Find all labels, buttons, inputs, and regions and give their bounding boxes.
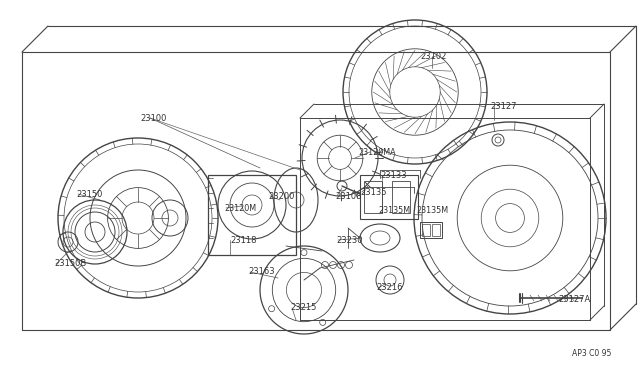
Text: 23127A: 23127A <box>558 295 590 305</box>
Text: 23150B: 23150B <box>54 260 86 269</box>
Text: AP3 C0 95: AP3 C0 95 <box>572 350 611 359</box>
Text: 23163: 23163 <box>248 267 275 276</box>
Bar <box>432 224 440 236</box>
Text: 23216: 23216 <box>376 283 403 292</box>
Bar <box>392 181 410 213</box>
Text: 23230: 23230 <box>336 235 362 244</box>
Text: 23150: 23150 <box>76 189 102 199</box>
Text: 23120MA: 23120MA <box>358 148 396 157</box>
Text: 23215: 23215 <box>290 304 316 312</box>
Text: 23135M: 23135M <box>416 205 448 215</box>
Text: 23108: 23108 <box>335 192 362 201</box>
Bar <box>364 181 382 213</box>
Text: 23127: 23127 <box>490 102 516 110</box>
Bar <box>420 222 442 238</box>
Bar <box>208 175 296 255</box>
Text: 23120M: 23120M <box>224 203 256 212</box>
Text: 23118: 23118 <box>230 235 257 244</box>
Text: 23135: 23135 <box>360 187 387 196</box>
Text: 23200: 23200 <box>268 192 294 201</box>
Text: 23100: 23100 <box>140 113 166 122</box>
Text: 23133: 23133 <box>380 170 406 180</box>
Text: 23102: 23102 <box>420 51 446 61</box>
Bar <box>360 175 418 219</box>
Bar <box>422 224 430 236</box>
Text: 23135M: 23135M <box>378 205 410 215</box>
